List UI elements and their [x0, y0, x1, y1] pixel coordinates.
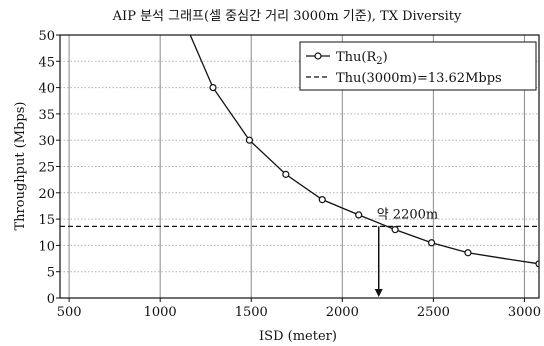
series-clip-group: [60, 35, 539, 268]
series-thu-r2-point: [245, 136, 254, 144]
series-layer: [60, 35, 539, 268]
series-thu-r2-point: [427, 239, 436, 247]
y-tick-label: 35: [38, 108, 55, 123]
series-thu-r2-point: [355, 211, 363, 219]
legend-box: [299, 41, 537, 91]
y-tick-label: 15: [38, 213, 55, 228]
y-tick-label: 10: [38, 239, 55, 254]
series-thu-r2-point: [535, 260, 539, 268]
y-tick-label: 0: [47, 292, 55, 307]
y-tick-label: 5: [47, 266, 55, 281]
y-axis-label: Throughput (Mbps): [13, 102, 28, 231]
legend-label-thu-3000m: Thu(3000m)=13.62Mbps: [336, 71, 502, 86]
series-thu-r2-point: [209, 83, 217, 92]
y-tick-label: 50: [38, 29, 55, 44]
y-tick-label: 25: [38, 161, 55, 176]
y-tick-label: 40: [38, 82, 55, 97]
x-tick-label: 2500: [417, 305, 450, 320]
x-tick-label: 1000: [144, 305, 177, 320]
chart-title: AIP 분석 그래프(셀 중심간 거리 3000m 기준), TX Divers…: [112, 9, 462, 24]
y-tick-label: 20: [38, 187, 55, 202]
legend-label-suffix: ): [383, 50, 388, 65]
legend-label-thu-r2: Thu(R2): [336, 50, 388, 67]
series-thu-r2-point: [391, 226, 399, 234]
x-tick-label: 500: [57, 305, 82, 320]
x-tick-label: 1500: [235, 305, 268, 320]
annotation-layer: 약 2200m: [374, 207, 439, 297]
series-thu-r2-point: [282, 170, 290, 178]
y-tick-label: 45: [38, 55, 55, 70]
series-thu-r2-point: [318, 196, 326, 204]
legend-swatch-marker: [314, 52, 322, 60]
axes: 500 1000 1500 2000 2500 3000 0 5 10 15 20 25 30 35 40 4…: [38, 29, 541, 320]
x-axis-label: ISD (meter): [259, 329, 337, 344]
annotation-arrow-head: [374, 289, 383, 297]
y-tick-label: 30: [38, 134, 55, 149]
x-tick-label: 2000: [326, 305, 359, 320]
legend-label-subscript: 2: [376, 56, 382, 67]
plot-frame: [59, 34, 540, 299]
series-thu-r2-point: [464, 249, 472, 257]
x-tick-label: 3000: [508, 305, 541, 320]
legend: Thu(R2) Thu(3000m)=13.62Mbps: [299, 41, 537, 91]
annotation-label: 약 2200m: [377, 207, 439, 222]
